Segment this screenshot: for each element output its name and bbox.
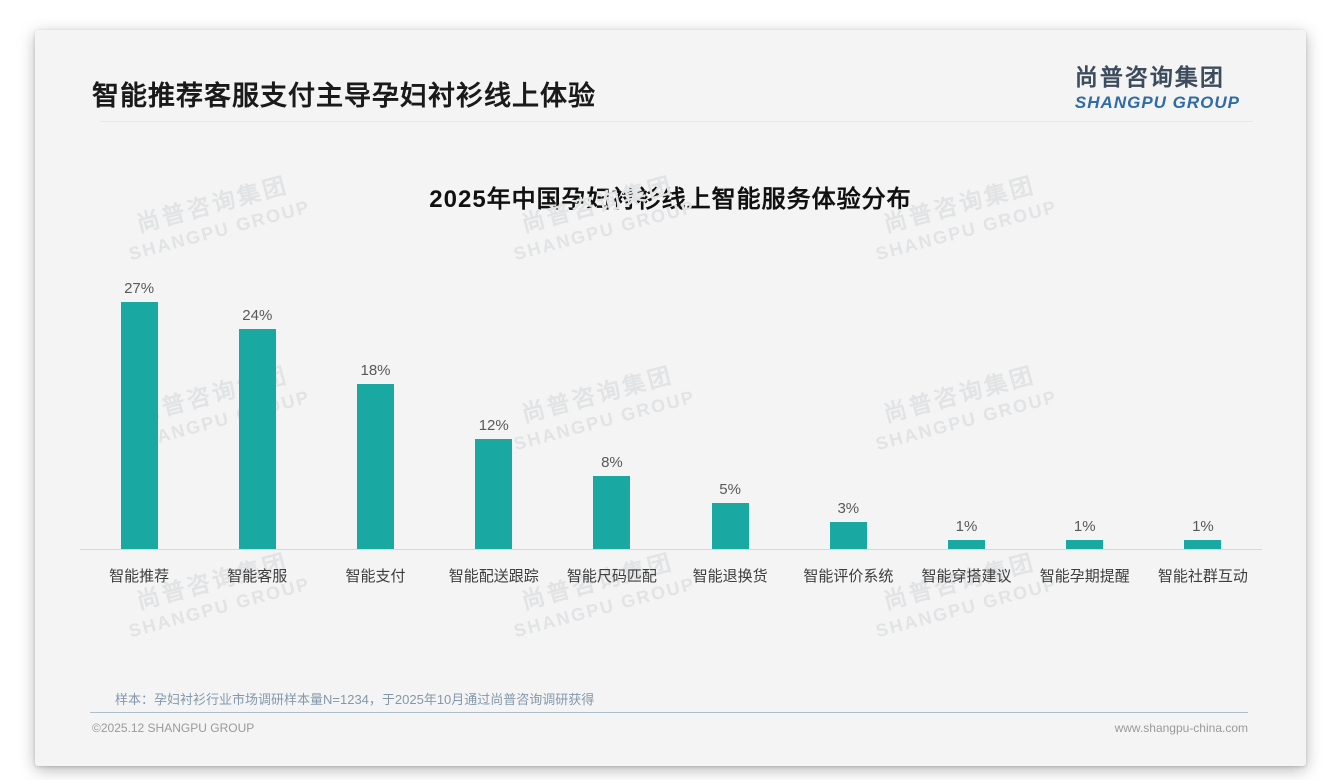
bar-category-label: 智能配送跟踪 — [448, 568, 539, 585]
bar-slot: 27% — [80, 280, 198, 549]
copyright-text: ©2025.12 SHANGPU GROUP — [92, 721, 255, 735]
bar — [238, 329, 276, 549]
bar-value-label: 8% — [601, 454, 623, 471]
bar-slot: 3% — [789, 500, 907, 549]
bar-slot: 1% — [1026, 518, 1144, 549]
logo-chinese-name: 尚普咨询集团 — [1074, 64, 1225, 90]
bar — [829, 522, 867, 549]
bar-value-label: 18% — [360, 362, 391, 379]
bar-slot: 1% — [1144, 518, 1262, 549]
bar-slot: 24% — [198, 307, 316, 549]
bar-value-label: 1% — [1073, 518, 1096, 535]
bar-value-label: 3% — [837, 500, 860, 517]
page-title: 智能推荐客服支付主导孕妇衬衫线上体验 — [92, 81, 596, 111]
title-divider — [100, 121, 1253, 122]
bar — [120, 302, 158, 549]
bar-category-label: 智能社群互动 — [1157, 568, 1248, 585]
bar — [357, 384, 394, 549]
report-slide: 尚普咨询集团 SHANGPU GROUP 尚普咨询集团 SHANGPU GROUP 尚普… — [35, 30, 1306, 766]
footer-divider — [90, 712, 1248, 713]
bar-value-label: 1% — [1192, 518, 1214, 535]
website-text: www.shangpu-china.com — [1114, 721, 1248, 735]
bar-category-label: 智能穿搭建议 — [921, 568, 1012, 585]
bar-category-label: 智能客服 — [227, 568, 288, 585]
logo-english-name: SHANGPU GROUP — [1074, 93, 1240, 112]
bar-category-label: 智能评价系统 — [803, 568, 894, 585]
bar-slot: 5% — [671, 481, 789, 549]
bar — [1066, 540, 1104, 549]
bar-chart-labels: 智能推荐 智能客服 智能支付 智能配送跟踪 智能尺码匹配 智能退换货 智能评价系统 智能穿搭建… — [80, 550, 1262, 586]
chart-title: 2025年中国孕妇衬衫线上智能服务体验分布 — [429, 186, 912, 213]
bar-category-label: 智能退换货 — [692, 568, 768, 585]
bar-category-label: 智能尺码匹配 — [566, 568, 657, 585]
bar-slot: 12% — [435, 417, 553, 549]
bar-chart-plot: 27% 24% 18% 12% 8% 5% 3% 1% 1% 1% — [80, 263, 1262, 550]
bar-slot: 18% — [316, 362, 434, 549]
footer: ©2025.12 SHANGPU GROUP www.shangpu-china… — [92, 721, 1248, 735]
bar-value-label: 24% — [242, 307, 273, 324]
bar-category-label: 智能推荐 — [109, 568, 170, 585]
sample-footnote: 样本：孕妇衬衫行业市场调研样本量N=1234，于2025年10月通过尚普咨询调研… — [115, 692, 595, 707]
bar — [948, 540, 986, 549]
bar-slot: 8% — [553, 454, 671, 549]
bar — [711, 503, 749, 549]
bar — [1184, 540, 1222, 549]
bar-value-label: 1% — [955, 518, 978, 535]
bar — [475, 439, 513, 549]
bar-value-label: 27% — [124, 280, 155, 297]
bar — [593, 476, 631, 549]
company-logo: 尚普咨询集团 SHANGPU GROUP — [1075, 58, 1240, 113]
bar-slot: 1% — [907, 518, 1025, 549]
bar-chart: 27% 24% 18% 12% 8% 5% 3% 1% 1% 1% 智能推荐 智能客服 智能支付 智能配… — [80, 263, 1262, 586]
bar-category-label: 智能支付 — [345, 568, 406, 585]
bar-value-label: 5% — [719, 481, 741, 498]
bar-category-label: 智能孕期提醒 — [1039, 568, 1130, 585]
bar-value-label: 12% — [478, 417, 509, 434]
